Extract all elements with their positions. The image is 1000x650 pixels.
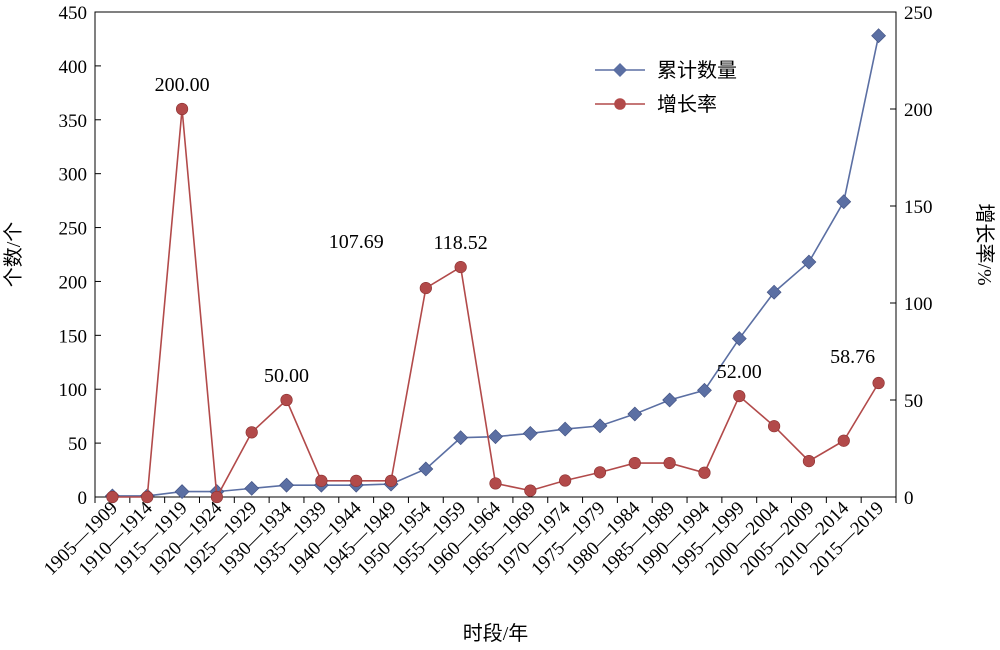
diamond-point (244, 480, 260, 496)
diamond-point (592, 418, 608, 434)
circle-point (698, 466, 711, 479)
data-label: 200.00 (155, 74, 210, 96)
left-tick-label: 100 (59, 380, 88, 401)
circle-point (280, 393, 293, 407)
circle-point (315, 474, 328, 487)
right-tick-label: 250 (904, 3, 933, 24)
right-tick-label: 0 (904, 488, 914, 509)
left-y-axis: 0 50 100 150 200 250 300 350 400 450 (59, 3, 101, 509)
diamond-point (627, 406, 643, 422)
diamond-point (418, 461, 434, 477)
left-tick-label: 250 (59, 219, 88, 240)
left-tick-label: 450 (59, 3, 88, 24)
annotation-layer: 200.00 50.00 107.69 118.52 52.00 58.76 (155, 74, 876, 387)
circle-point (419, 281, 432, 295)
x-axis-label: 时段/年 (463, 622, 529, 645)
diamond-point (731, 331, 747, 346)
left-tick-label: 400 (59, 57, 88, 78)
right-tick-label: 50 (904, 391, 923, 412)
diamond-point (522, 425, 538, 441)
legend-label: 增长率 (657, 93, 717, 116)
right-y-axis: 0 50 100 150 200 250 (890, 3, 933, 509)
circle-point (802, 455, 816, 468)
plot-frame (94, 11, 897, 498)
diamond-point (836, 194, 852, 210)
right-tick-label: 200 (904, 100, 933, 121)
legend-label: 累计数量 (657, 59, 737, 82)
right-tick-label: 150 (904, 197, 933, 218)
diamond-point (174, 484, 190, 500)
data-label: 107.69 (329, 231, 384, 253)
diamond-point (488, 429, 503, 445)
legend-circle-marker (614, 98, 626, 110)
circle-point (210, 490, 223, 504)
circle-point (768, 420, 781, 433)
diamond-point (766, 284, 782, 300)
circle-point (733, 390, 746, 403)
circle-point (559, 474, 572, 487)
circle-point (837, 434, 850, 447)
data-label: 118.52 (434, 232, 488, 254)
left-tick-label: 300 (59, 165, 88, 186)
circle-point (245, 426, 258, 439)
circle-point (628, 456, 641, 470)
left-tick-label: 150 (59, 326, 88, 347)
circle-point (141, 490, 154, 504)
circle-point (524, 484, 537, 497)
left-y-axis-label: 个数/个 (2, 222, 25, 288)
x-axis: 1905—19091910—19141915—19191920—19241925… (40, 497, 897, 580)
diamond-point (662, 392, 678, 408)
diamond-point (453, 430, 469, 446)
diamond-point (871, 28, 887, 44)
data-label: 52.00 (717, 361, 762, 383)
diamond-point (557, 421, 573, 437)
left-tick-label: 0 (78, 488, 88, 509)
circle-point (593, 466, 607, 479)
circle-point (384, 474, 398, 487)
diamond-point (279, 477, 294, 493)
plot-border (94, 11, 897, 498)
circle-point (106, 490, 119, 504)
right-tick-label: 100 (904, 294, 933, 315)
series-line (112, 35, 880, 497)
left-tick-label: 200 (59, 272, 88, 293)
left-tick-label: 350 (59, 111, 88, 132)
diamond-point (801, 254, 817, 270)
circle-point (454, 260, 467, 274)
series-layer (104, 28, 887, 504)
legend-diamond-marker (613, 63, 627, 77)
circle-point (663, 456, 676, 470)
right-y-axis-label: 增长率/% (973, 203, 996, 285)
circle-point (175, 102, 189, 116)
diamond-point (697, 382, 712, 398)
left-tick-label: 50 (68, 434, 87, 455)
circle-point (489, 477, 502, 490)
circle-point (872, 376, 885, 390)
circle-point (350, 474, 363, 487)
data-label: 50.00 (264, 365, 309, 387)
data-label: 58.76 (830, 346, 875, 368)
